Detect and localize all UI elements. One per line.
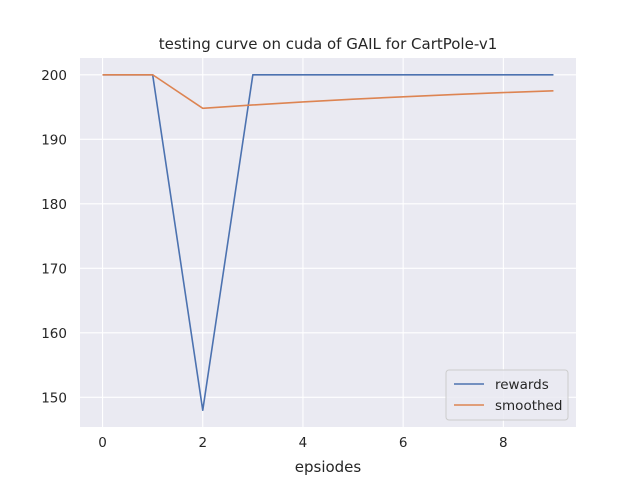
y-tick-label-170: 170 <box>41 261 67 277</box>
series-line-smoothed <box>102 73 554 110</box>
x-tick-label-2: 2 <box>198 435 207 451</box>
y-tick-label-160: 160 <box>41 326 67 342</box>
y-tick-label-180: 180 <box>41 197 67 213</box>
y-tick-label-200: 200 <box>41 68 67 84</box>
x-tick-label-0: 0 <box>98 435 107 451</box>
tick-labels: 0 2 4 6 8 150 160 170 180 190 200 <box>41 68 507 451</box>
x-tick-label-6: 6 <box>399 435 408 451</box>
series-lines <box>102 73 554 412</box>
legend-label-rewards: rewards <box>495 377 549 393</box>
x-tick-label-8: 8 <box>499 435 508 451</box>
plot-area <box>80 58 576 427</box>
series-line-rewards <box>102 73 554 412</box>
legend: rewards smoothed <box>445 369 569 421</box>
x-axis-label: epsiodes <box>295 458 362 476</box>
chart-title: testing curve on cuda of GAIL for CartPo… <box>159 35 498 53</box>
legend-label-smoothed: smoothed <box>495 398 562 414</box>
y-tick-label-150: 150 <box>41 390 67 406</box>
y-tick-label-190: 190 <box>41 132 67 148</box>
legend-box <box>445 369 569 421</box>
x-tick-label-4: 4 <box>299 435 308 451</box>
